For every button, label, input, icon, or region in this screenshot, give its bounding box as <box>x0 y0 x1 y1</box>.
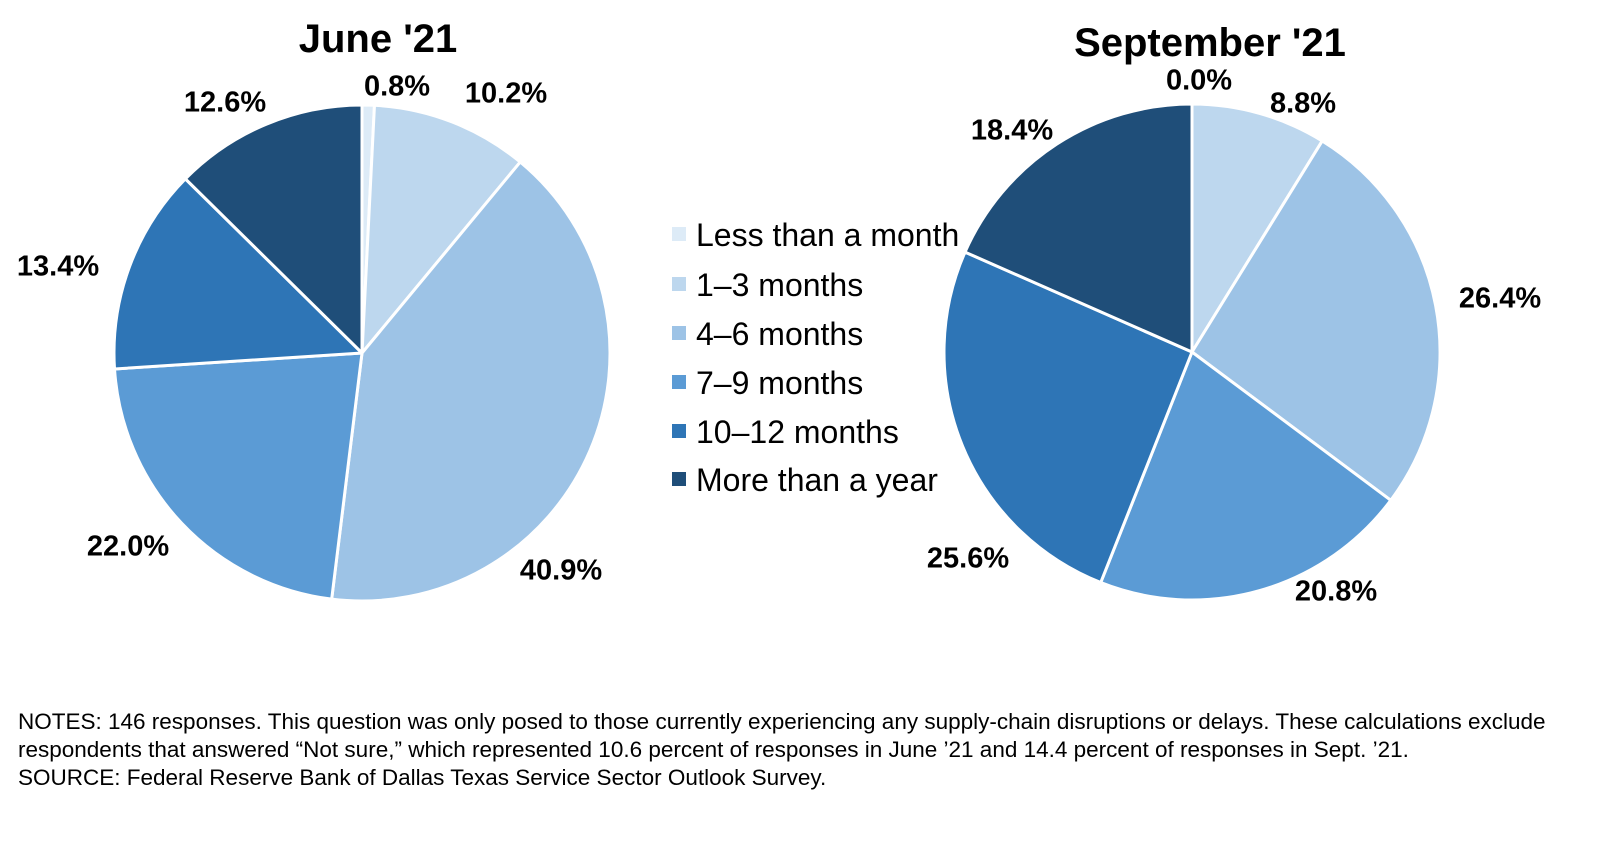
pie-june-label-4-6-months: 40.9% <box>520 555 602 587</box>
chart-notes: NOTES: 146 responses. This question was … <box>18 708 1598 792</box>
pie-june-label-less-than-month: 0.8% <box>364 71 430 103</box>
pie-september-label-10-12-months: 25.6% <box>927 543 1009 575</box>
pie-september-slice-1-3-months <box>1190 102 1324 354</box>
legend-label-1-3-months: 1–3 months <box>696 267 863 303</box>
pie-september-label-7-9-months: 20.8% <box>1295 576 1377 608</box>
legend-label-10-12-months: 10–12 months <box>696 414 899 450</box>
pie-june-slice-4-6-months <box>330 160 612 603</box>
notes-text: NOTES: 146 responses. This question was … <box>18 709 1546 762</box>
pie-june-label-10-12-months: 13.4% <box>17 251 99 283</box>
legend-label-more-than-year: More than a year <box>696 462 938 498</box>
legend-label-7-9-months: 7–9 months <box>696 365 863 401</box>
pie-september: 0.0% 8.8% 26.4% 20.8% 25.6% 18.4% <box>927 65 1541 608</box>
pie-september-label-less-than-month: 0.0% <box>1166 65 1232 97</box>
pie-june-slice-10-12-months <box>112 177 364 371</box>
legend-swatch-1-3-months <box>672 277 686 291</box>
pie-june-slice-more-than-year <box>183 103 364 355</box>
pie-june-slice-1-3-months <box>360 103 522 355</box>
legend-swatch-more-than-year <box>672 472 686 486</box>
legend: Less than a month 1–3 months 4–6 months … <box>672 217 959 498</box>
pie-september-label-1-3-months: 8.8% <box>1270 88 1336 120</box>
pie-june-label-1-3-months: 10.2% <box>465 78 547 110</box>
pie-september-slice-10-12-months <box>942 250 1194 585</box>
legend-label-less-than-month: Less than a month <box>696 217 959 253</box>
legend-label-4-6-months: 4–6 months <box>696 316 863 352</box>
legend-swatch-less-than-month <box>672 227 686 241</box>
legend-swatch-10-12-months <box>672 424 686 438</box>
pie-september-slice-4-6-months <box>1190 139 1442 502</box>
legend-swatch-4-6-months <box>672 326 686 340</box>
pie-september-slice-more-than-year <box>963 102 1194 354</box>
pie-june-label-7-9-months: 22.0% <box>87 531 169 563</box>
legend-swatch-7-9-months <box>672 375 686 389</box>
pie-june-label-more-than-year: 12.6% <box>184 87 266 119</box>
chart-title-september: September '21 <box>1074 21 1346 65</box>
chart-title-june: June '21 <box>299 17 457 61</box>
pie-september-label-more-than-year: 18.4% <box>971 115 1053 147</box>
pie-charts-figure: 0.8% 10.2% 40.9% 22.0% 13.4% 12.6% June '21 0… <box>17 17 1541 608</box>
pie-september-slice-7-9-months <box>1099 350 1393 602</box>
pie-june-slice-7-9-months <box>113 351 364 601</box>
source-text: SOURCE: Federal Reserve Bank of Dallas T… <box>18 765 827 790</box>
pie-september-label-4-6-months: 26.4% <box>1459 283 1541 315</box>
pie-june: 0.8% 10.2% 40.9% 22.0% 13.4% 12.6% <box>17 71 612 603</box>
